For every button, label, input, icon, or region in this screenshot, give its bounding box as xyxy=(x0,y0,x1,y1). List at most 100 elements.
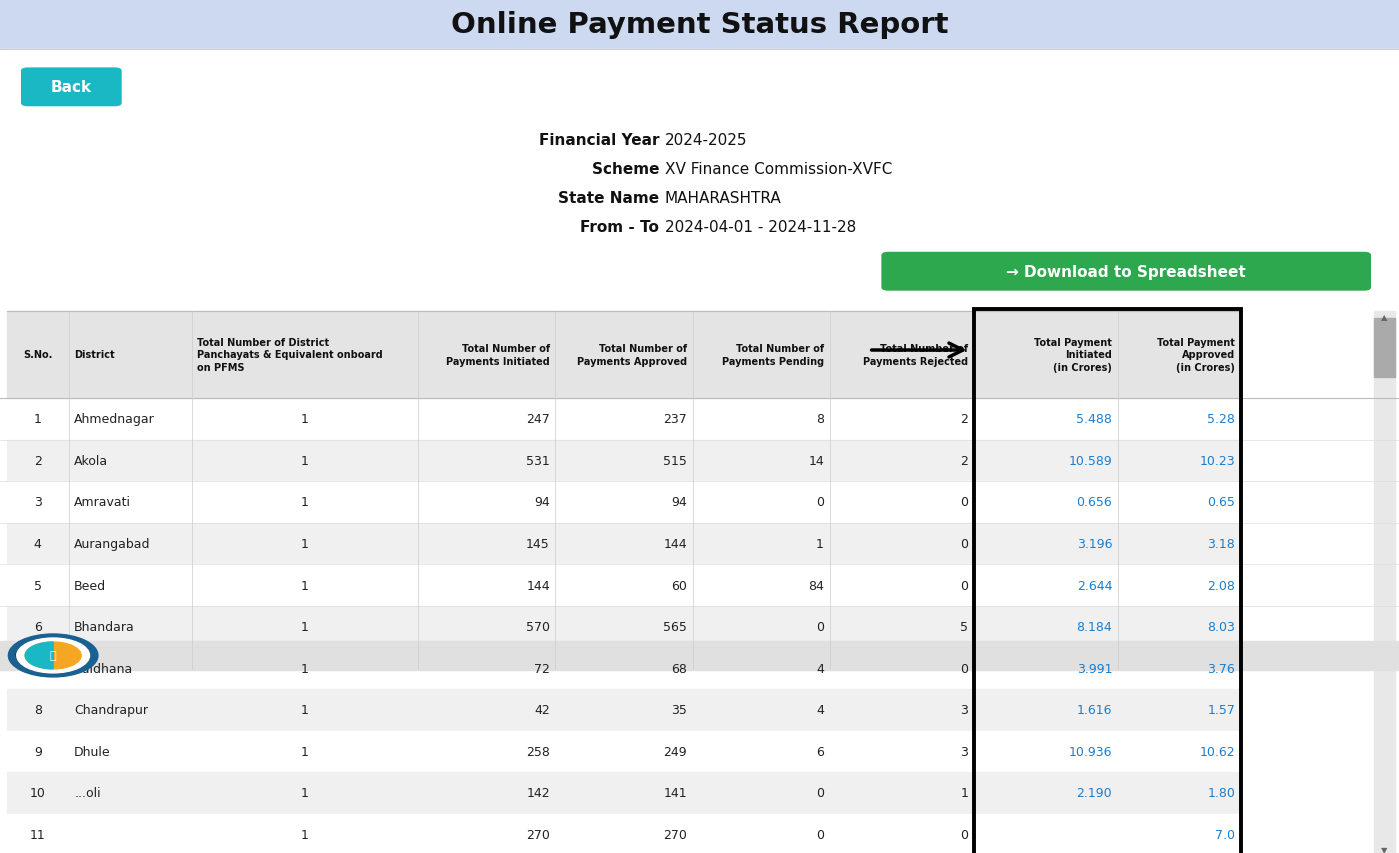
Text: 72: 72 xyxy=(534,662,550,675)
Wedge shape xyxy=(25,642,53,669)
Text: 1: 1 xyxy=(301,662,309,675)
Text: Total Number of
Payments Initiated: Total Number of Payments Initiated xyxy=(446,344,550,366)
Text: 1.616: 1.616 xyxy=(1077,704,1112,717)
Text: 7.0: 7.0 xyxy=(1216,828,1235,841)
Bar xyxy=(0,0,1399,50)
Text: 8: 8 xyxy=(816,413,824,426)
Text: 84: 84 xyxy=(809,579,824,592)
Text: District: District xyxy=(74,350,115,360)
Text: 42: 42 xyxy=(534,704,550,717)
Bar xyxy=(1374,318,1395,378)
Text: Total Number of
Payments Approved: Total Number of Payments Approved xyxy=(576,344,687,366)
Text: 3.18: 3.18 xyxy=(1207,537,1235,550)
Text: 3: 3 xyxy=(960,704,968,717)
Text: 270: 270 xyxy=(663,828,687,841)
Text: 2.190: 2.190 xyxy=(1077,786,1112,799)
Text: Total Payment
Approved
(in Crores): Total Payment Approved (in Crores) xyxy=(1157,338,1235,373)
Text: Financial Year: Financial Year xyxy=(539,133,665,148)
Text: 9: 9 xyxy=(34,745,42,758)
Text: 6: 6 xyxy=(34,620,42,634)
Bar xyxy=(7,398,1241,440)
Text: 5.28: 5.28 xyxy=(1207,413,1235,426)
Text: 515: 515 xyxy=(663,455,687,467)
Text: Beed: Beed xyxy=(74,579,106,592)
Text: 68: 68 xyxy=(672,662,687,675)
Text: Total Payment
Initiated
(in Crores): Total Payment Initiated (in Crores) xyxy=(1034,338,1112,373)
Text: From - To: From - To xyxy=(581,219,665,235)
Text: Online Payment Status Report: Online Payment Status Report xyxy=(450,11,949,39)
Text: 5.488: 5.488 xyxy=(1076,413,1112,426)
Text: Total Number of District
Panchayats & Equivalent onboard
on PFMS: Total Number of District Panchayats & Eq… xyxy=(197,338,383,373)
Text: 144: 144 xyxy=(663,537,687,550)
Text: 4: 4 xyxy=(816,662,824,675)
Text: MAHARASHTRA: MAHARASHTRA xyxy=(665,191,781,206)
Bar xyxy=(7,606,1241,647)
Text: 10.589: 10.589 xyxy=(1069,455,1112,467)
Text: 94: 94 xyxy=(534,496,550,508)
Text: 3.991: 3.991 xyxy=(1077,662,1112,675)
Text: 1: 1 xyxy=(301,828,309,841)
Text: S.No.: S.No. xyxy=(24,350,52,360)
Text: 1: 1 xyxy=(301,786,309,799)
Text: 2024-04-01 - 2024-11-28: 2024-04-01 - 2024-11-28 xyxy=(665,219,856,235)
Text: 237: 237 xyxy=(663,413,687,426)
Text: 1: 1 xyxy=(301,704,309,717)
Text: 10: 10 xyxy=(29,786,46,799)
Text: ▼: ▼ xyxy=(1381,845,1388,853)
Circle shape xyxy=(25,642,81,669)
Text: State Name: State Name xyxy=(558,191,665,206)
Text: 10.62: 10.62 xyxy=(1200,745,1235,758)
Text: 0.65: 0.65 xyxy=(1207,496,1235,508)
Bar xyxy=(974,310,1241,853)
Text: v: v xyxy=(14,651,20,661)
Text: Ahmednagar: Ahmednagar xyxy=(74,413,155,426)
Text: Chandrapur: Chandrapur xyxy=(74,704,148,717)
Text: 1: 1 xyxy=(301,537,309,550)
Text: 1: 1 xyxy=(34,413,42,426)
Bar xyxy=(7,565,1241,606)
Text: 60: 60 xyxy=(672,579,687,592)
Text: 3: 3 xyxy=(34,496,42,508)
Text: 0: 0 xyxy=(816,496,824,508)
Text: ▲: ▲ xyxy=(1381,312,1388,322)
Text: 94: 94 xyxy=(672,496,687,508)
Text: 1.57: 1.57 xyxy=(1207,704,1235,717)
Text: Dhule: Dhule xyxy=(74,745,111,758)
Text: XV Finance Commission-XVFC: XV Finance Commission-XVFC xyxy=(665,162,893,177)
Text: 531: 531 xyxy=(526,455,550,467)
Text: 1: 1 xyxy=(816,537,824,550)
Bar xyxy=(7,772,1241,814)
Text: 10.936: 10.936 xyxy=(1069,745,1112,758)
Text: Aurangabad: Aurangabad xyxy=(74,537,151,550)
Text: Amravati: Amravati xyxy=(74,496,132,508)
Text: 247: 247 xyxy=(526,413,550,426)
Text: 2: 2 xyxy=(960,455,968,467)
Text: 2024-2025: 2024-2025 xyxy=(665,133,747,148)
Text: 5: 5 xyxy=(960,620,968,634)
Text: 0: 0 xyxy=(816,786,824,799)
Text: 1: 1 xyxy=(960,786,968,799)
Text: 0: 0 xyxy=(816,828,824,841)
Text: Total Number of
Payments Rejected: Total Number of Payments Rejected xyxy=(863,344,968,366)
Text: 2: 2 xyxy=(960,413,968,426)
Text: 35: 35 xyxy=(672,704,687,717)
Text: 4: 4 xyxy=(34,537,42,550)
Bar xyxy=(7,731,1241,772)
Circle shape xyxy=(8,635,98,677)
Text: 2: 2 xyxy=(34,455,42,467)
Text: → Download to Spreadsheet: → Download to Spreadsheet xyxy=(1006,264,1247,280)
Text: 249: 249 xyxy=(663,745,687,758)
Text: 1.80: 1.80 xyxy=(1207,786,1235,799)
Text: 0: 0 xyxy=(960,537,968,550)
Text: 1: 1 xyxy=(301,620,309,634)
Text: 270: 270 xyxy=(526,828,550,841)
Text: ...oli: ...oli xyxy=(74,786,101,799)
Text: Akola: Akola xyxy=(74,455,108,467)
Circle shape xyxy=(17,638,90,673)
FancyBboxPatch shape xyxy=(21,68,122,107)
Text: Scheme: Scheme xyxy=(592,162,665,177)
Text: 1: 1 xyxy=(301,455,309,467)
Text: 1: 1 xyxy=(301,413,309,426)
Text: 258: 258 xyxy=(526,745,550,758)
Text: 1: 1 xyxy=(301,496,309,508)
